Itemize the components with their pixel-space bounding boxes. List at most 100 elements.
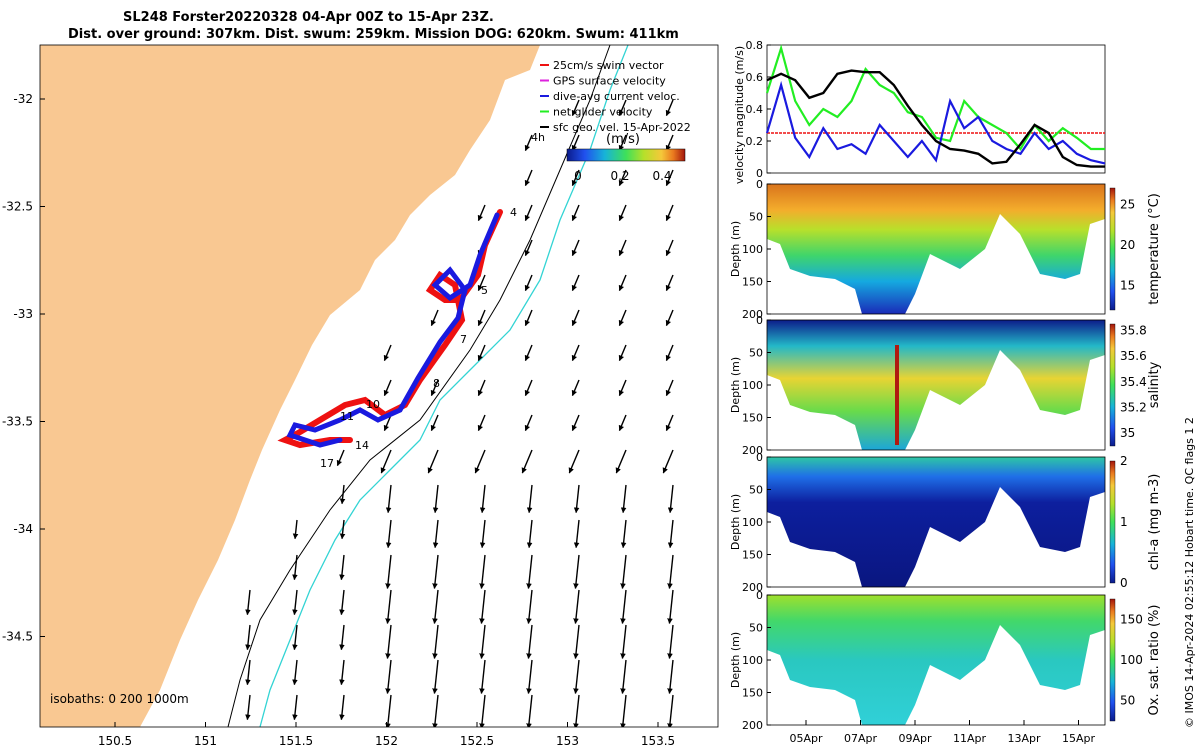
time-tick-label: 13Apr	[1007, 732, 1041, 745]
panel-colorbar	[1109, 598, 1116, 722]
track-day-label: 11	[340, 410, 354, 423]
current-vector	[383, 414, 392, 432]
map-y-tick-label: -34.5	[2, 630, 33, 644]
current-vector	[383, 344, 392, 362]
section-field	[767, 457, 1105, 587]
current-vector	[573, 659, 580, 695]
map-y-tick-label: -33.5	[2, 415, 33, 429]
track-day-label: 14	[355, 439, 369, 452]
colorbar-tick-label: 1	[1120, 515, 1128, 529]
current-vector	[432, 519, 439, 549]
current-vector	[526, 624, 533, 660]
current-vector	[526, 659, 533, 695]
current-vector	[620, 659, 627, 695]
velocity-y-tick-label: 0.8	[746, 39, 764, 52]
map-x-tick-label: 152	[375, 734, 398, 748]
current-vector	[524, 204, 533, 222]
depth-tick-label: 50	[749, 484, 763, 497]
current-vector	[662, 449, 674, 474]
current-vector	[479, 484, 486, 514]
map-x-axis: 150.5 151 151.5 152 152.5 153 153.5	[98, 722, 675, 748]
current-vector	[385, 694, 392, 727]
current-vector	[665, 414, 674, 432]
current-vector	[571, 344, 580, 362]
depth-tick-label: 100	[742, 654, 763, 667]
current-vector	[667, 519, 674, 549]
current-vector	[339, 589, 345, 616]
track-day-labels: 4 5 7 8 10 11 14 17	[320, 206, 517, 470]
current-vector	[665, 99, 674, 117]
current-vector	[618, 99, 627, 117]
colorbar-tick-label: 35.2	[1120, 400, 1147, 414]
current-vector	[526, 484, 533, 514]
current-vector	[665, 204, 674, 222]
current-vector	[524, 379, 533, 397]
current-vector	[573, 624, 580, 660]
current-vector	[667, 694, 674, 727]
salinity-spike	[895, 345, 899, 445]
track-day-label: 17	[320, 457, 334, 470]
map-frame	[39, 44, 719, 728]
current-vector	[385, 589, 392, 625]
isobath-200m	[227, 45, 611, 727]
current-vector	[524, 169, 533, 187]
depth-ylabel: Depth (m)	[729, 494, 742, 550]
velocity-panel: 0 0.2 0.4 0.6 0.8 velocity magnitude (m/s)	[733, 39, 1106, 184]
current-vector	[339, 659, 345, 686]
velocity-series	[765, 44, 1106, 168]
colorbar-tick-label: 0.4	[652, 169, 671, 183]
track-day-label: 10	[366, 398, 380, 411]
current-vector	[477, 344, 486, 362]
current-vector	[479, 624, 486, 660]
current-vector	[432, 484, 439, 514]
current-vector	[477, 379, 486, 397]
current-vector	[665, 134, 674, 152]
current-vector	[427, 449, 439, 474]
current-vector	[667, 589, 674, 625]
section-field	[767, 595, 1105, 725]
colorbar-tick-label: 50	[1120, 694, 1135, 708]
depth-tick-label: 50	[749, 211, 763, 224]
velocity-y-tick-label: 0.4	[746, 103, 764, 116]
depth-tick-label: 0	[756, 314, 763, 327]
colorbar-tick-label: 25	[1120, 197, 1135, 211]
current-vector	[615, 449, 627, 474]
depth-tick-label: 200	[742, 308, 763, 321]
depth-tick-label: 50	[749, 622, 763, 635]
current-vector	[385, 624, 392, 660]
current-vector	[474, 449, 486, 474]
track-day-label: 5	[481, 284, 488, 297]
depth-tick-label: 100	[742, 243, 763, 256]
depth-tick-label: 150	[742, 276, 763, 289]
current-vector	[524, 274, 533, 292]
current-vector	[618, 379, 627, 397]
current-vector	[571, 239, 580, 257]
current-vector	[526, 519, 533, 549]
current-vector	[524, 344, 533, 362]
current-vector	[665, 274, 674, 292]
current-vector	[521, 449, 533, 474]
map-legend: 25cm/s swim vector GPS surface velocity di…	[540, 59, 691, 134]
current-vector	[573, 519, 580, 549]
current-vector	[618, 204, 627, 222]
track-blue	[286, 212, 500, 448]
current-vector	[380, 449, 392, 474]
current-vector	[477, 204, 486, 222]
velocity-ylabel: velocity magnitude (m/s)	[733, 46, 746, 184]
current-vector	[618, 309, 627, 327]
current-vector	[618, 169, 627, 187]
current-vector	[385, 659, 392, 695]
current-vector	[292, 554, 298, 581]
current-vector	[292, 694, 298, 721]
colorbar-variable-label: chl-a (mg m-3)	[1147, 474, 1162, 571]
colorbar-tick-label: 0	[1120, 576, 1128, 590]
current-vector	[245, 589, 251, 616]
legend-entry: net glider velocity	[553, 106, 653, 119]
time-tick-label: 15Apr	[1062, 732, 1096, 745]
map-y-tick-label: -33	[13, 307, 33, 321]
colorbar-tick-label: 100	[1120, 653, 1143, 667]
current-vector	[430, 414, 439, 432]
depth-tick-label: 100	[742, 516, 763, 529]
current-vector	[573, 589, 580, 625]
current-vector	[385, 519, 392, 549]
